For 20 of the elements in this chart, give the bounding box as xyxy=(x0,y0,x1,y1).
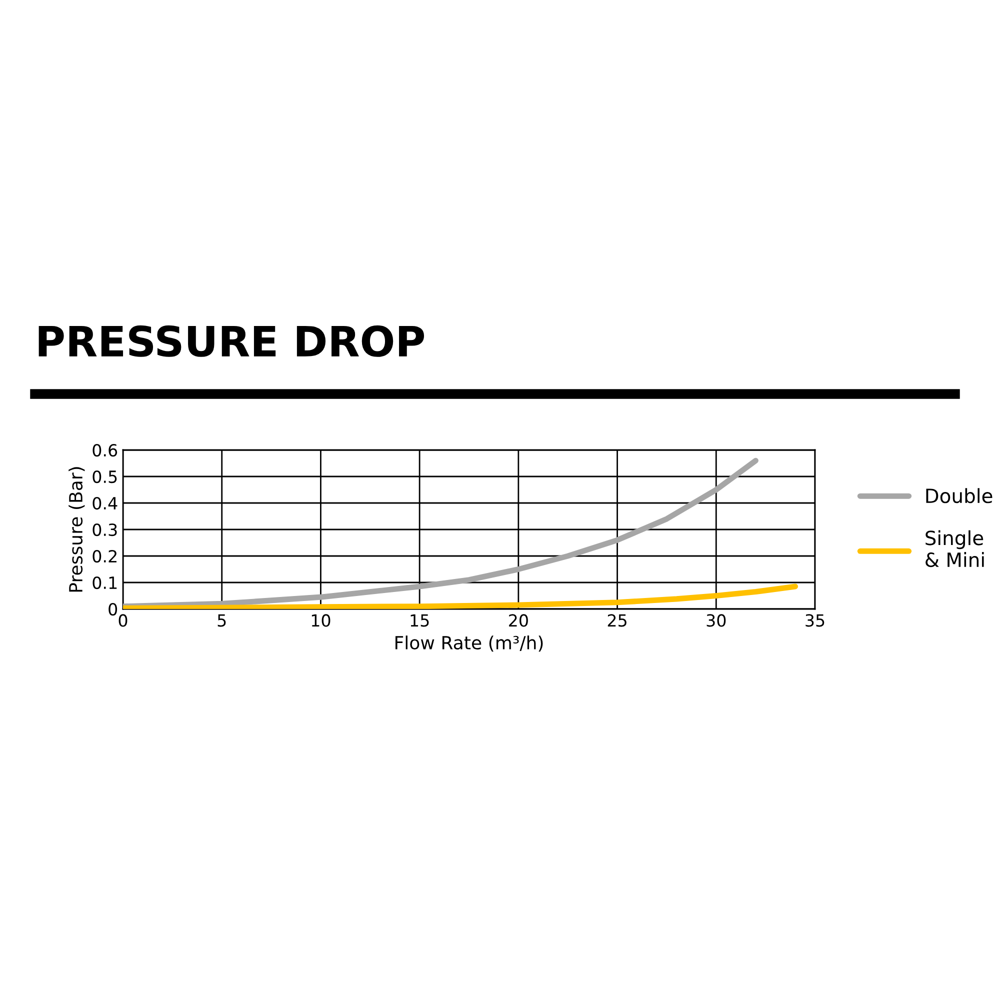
x-tick-label: 5 xyxy=(218,614,226,627)
y-tick-label: 0.1 xyxy=(92,576,117,590)
y-tick-label: 0.6 xyxy=(92,444,118,457)
x-tick-label: 0 xyxy=(118,614,128,627)
x-tick-label: 10 xyxy=(312,614,330,627)
y-tick-label: 0 xyxy=(108,602,118,616)
y-axis-title: Pressure (Bar) xyxy=(68,467,85,592)
x-tick-label: 15 xyxy=(410,614,429,627)
x-tick-label: 35 xyxy=(806,614,824,627)
y-tick-label: 0.4 xyxy=(92,496,118,510)
x-tick-label: 25 xyxy=(608,614,626,627)
x-tick-label: 20 xyxy=(509,614,528,627)
legend-label: Double xyxy=(926,488,992,504)
chart-title: PRESSURE DROP xyxy=(38,325,424,357)
x-tick-label: 30 xyxy=(706,614,726,627)
legend-label: Single & Mini xyxy=(926,530,984,568)
y-tick-label: 0.2 xyxy=(92,550,116,563)
y-tick-label: 0.5 xyxy=(92,470,117,484)
x-axis-title: Flow Rate (m³/h) xyxy=(396,636,543,652)
y-tick-label: 0.3 xyxy=(92,523,117,536)
